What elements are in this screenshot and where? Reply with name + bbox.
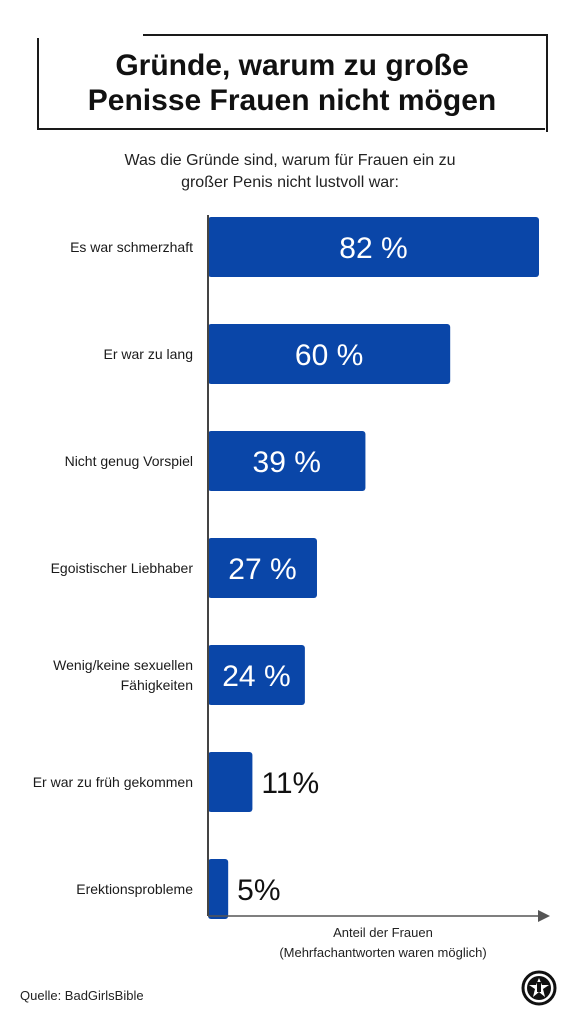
bar-5 (208, 752, 253, 812)
bar-6 (208, 859, 229, 919)
bar-1 (208, 324, 451, 384)
category-label-1: Er war zu lang (104, 346, 193, 362)
bgb-logo-icon (521, 970, 557, 1006)
category-label-3: Egoistischer Liebhaber (51, 560, 194, 576)
category-label-0: Es war schmerzhaft (70, 239, 193, 255)
value-label-1: 60 % (295, 339, 363, 372)
subtitle-line-1: Was die Gründe sind, warum für Frauen ei… (124, 152, 456, 169)
bar-4 (208, 645, 305, 705)
subtitle: Was die Gründe sind, warum für Frauen ei… (90, 150, 490, 194)
category-label-2: Nicht genug Vorspiel (65, 453, 193, 469)
category-label-4-0: Wenig/keine sexuellen (53, 657, 193, 673)
value-label-2: 39 % (253, 446, 321, 479)
source-text: Quelle: BadGirlsBible (20, 988, 144, 1003)
x-axis-note: (Mehrfachantworten waren möglich) (279, 945, 486, 960)
value-label-3: 27 % (228, 553, 296, 586)
category-label-6: Erektionsprobleme (76, 881, 193, 897)
category-label-5: Er war zu früh gekommen (33, 774, 193, 790)
category-label-4-1: Fähigkeiten (121, 677, 193, 693)
value-label-5: 11% (261, 767, 319, 800)
title-box: Gründe, warum zu große Penisse Frauen ni… (37, 34, 548, 132)
value-label-4: 24 % (222, 660, 290, 693)
bar-0 (208, 217, 539, 277)
value-label-6: 5% (237, 874, 280, 907)
subtitle-line-2: großer Penis nicht lustvoll war: (181, 174, 399, 191)
value-label-0: 82 % (339, 232, 407, 265)
bar-2 (208, 431, 366, 491)
bar-3 (208, 538, 317, 598)
x-axis-label: Anteil der Frauen (333, 925, 433, 940)
